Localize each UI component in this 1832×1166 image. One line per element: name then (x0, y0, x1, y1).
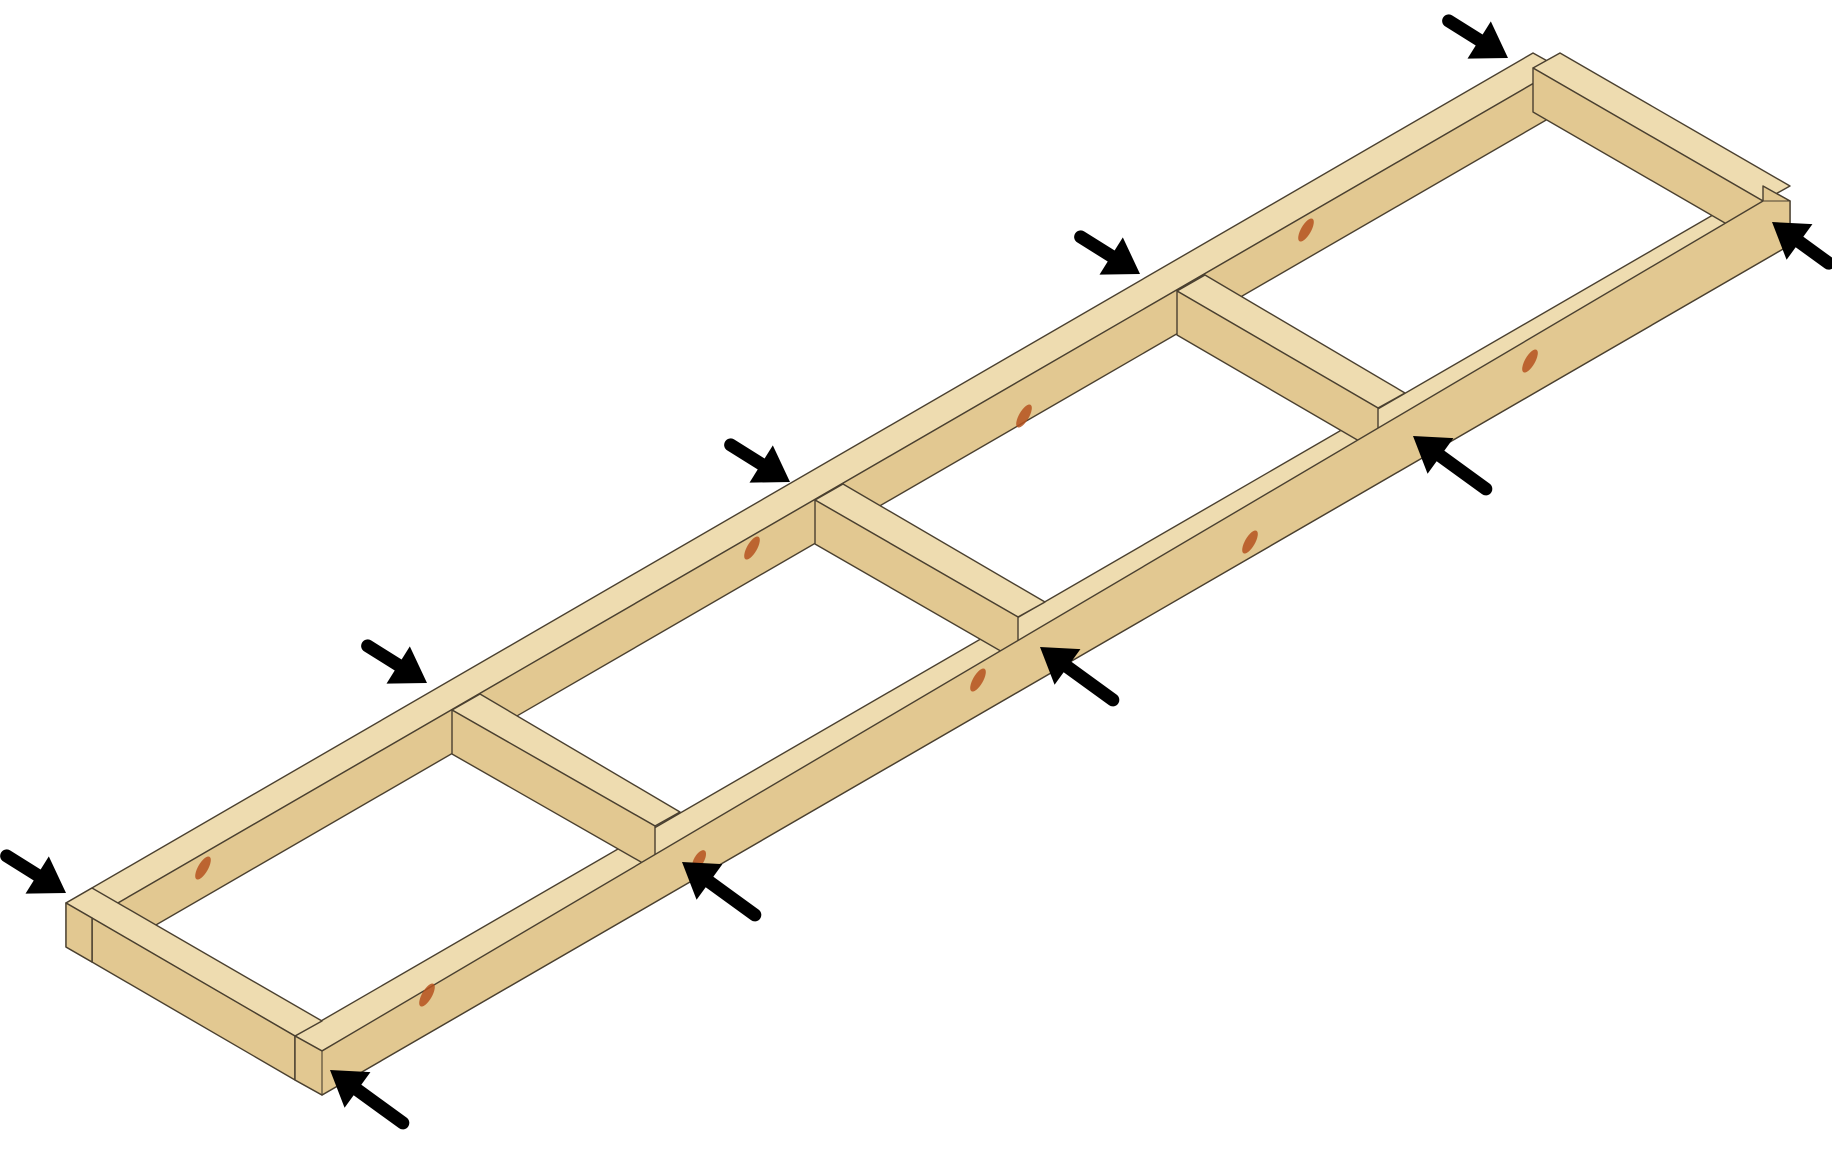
screw-arrow-icon (682, 862, 762, 922)
frame-outer-faces (65, 185, 1791, 1096)
cross-member-1 (451, 693, 681, 871)
screw-arrow-icon (1074, 230, 1140, 275)
cross-member-left-end (65, 887, 323, 1096)
screw-arrow-icon (1442, 14, 1508, 59)
screw-arrow-icon (1413, 436, 1493, 496)
cross-member-3 (1176, 274, 1406, 453)
screw-arrow-icon (724, 438, 790, 483)
wood-knots (195, 218, 1538, 1007)
cross-member-right-end (1532, 52, 1791, 246)
screw-arrow-icon (1040, 647, 1120, 707)
screw-arrow-icon (0, 849, 66, 894)
screw-arrow-icon (330, 1070, 410, 1130)
screw-arrow-icon (1772, 222, 1832, 270)
screw-arrow-icon (361, 639, 427, 684)
cross-member-2 (814, 483, 1046, 662)
